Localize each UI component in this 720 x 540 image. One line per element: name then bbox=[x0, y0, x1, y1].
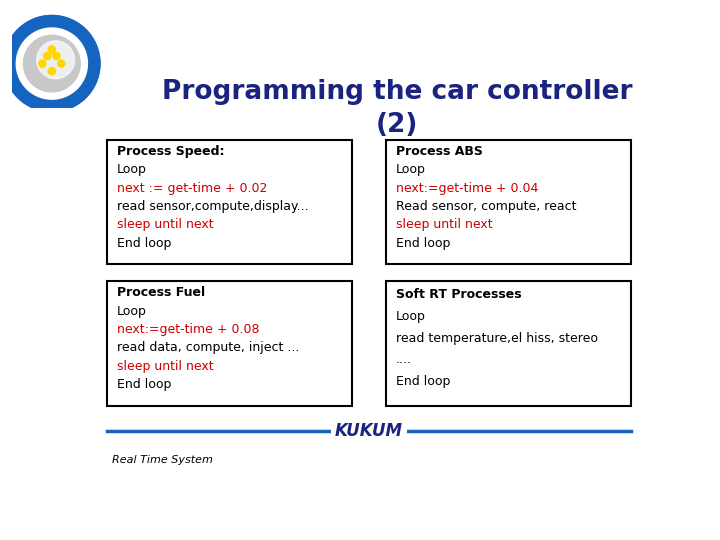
Text: KUKUM: KUKUM bbox=[335, 422, 403, 440]
Circle shape bbox=[48, 46, 55, 53]
Text: Soft RT Processes: Soft RT Processes bbox=[396, 288, 521, 301]
Text: sleep until next: sleep until next bbox=[117, 219, 213, 232]
Text: read data, compute, inject ...: read data, compute, inject ... bbox=[117, 341, 299, 354]
Text: Process Fuel: Process Fuel bbox=[117, 286, 205, 300]
Text: Loop: Loop bbox=[117, 164, 147, 177]
Text: read temperature,el hiss, stereo: read temperature,el hiss, stereo bbox=[396, 332, 598, 345]
FancyBboxPatch shape bbox=[107, 140, 352, 265]
Text: Process ABS: Process ABS bbox=[396, 145, 482, 158]
Circle shape bbox=[43, 52, 50, 59]
Text: End loop: End loop bbox=[117, 237, 171, 250]
FancyBboxPatch shape bbox=[107, 281, 352, 406]
Text: (2): (2) bbox=[376, 112, 418, 138]
Circle shape bbox=[39, 60, 46, 67]
Text: Process Speed:: Process Speed: bbox=[117, 145, 225, 158]
Text: Real Time System: Real Time System bbox=[112, 455, 213, 465]
Circle shape bbox=[58, 60, 65, 67]
FancyBboxPatch shape bbox=[386, 281, 631, 406]
Text: read sensor,compute,display...: read sensor,compute,display... bbox=[117, 200, 308, 213]
Text: ....: .... bbox=[396, 353, 412, 366]
FancyBboxPatch shape bbox=[386, 140, 631, 265]
Circle shape bbox=[24, 35, 80, 92]
Text: next := get-time + 0.02: next := get-time + 0.02 bbox=[117, 182, 267, 195]
Text: Loop: Loop bbox=[396, 164, 426, 177]
Text: next:=get-time + 0.08: next:=get-time + 0.08 bbox=[117, 323, 259, 336]
Text: sleep until next: sleep until next bbox=[396, 219, 492, 232]
Circle shape bbox=[48, 68, 55, 75]
Text: Programming the car controller: Programming the car controller bbox=[162, 79, 632, 105]
Text: End loop: End loop bbox=[117, 378, 171, 391]
Text: Loop: Loop bbox=[396, 310, 426, 323]
Text: sleep until next: sleep until next bbox=[117, 360, 213, 373]
Text: next:=get-time + 0.04: next:=get-time + 0.04 bbox=[396, 182, 538, 195]
Circle shape bbox=[37, 41, 75, 79]
Text: Loop: Loop bbox=[117, 305, 147, 318]
Text: Read sensor, compute, react: Read sensor, compute, react bbox=[396, 200, 576, 213]
Circle shape bbox=[53, 52, 60, 59]
Circle shape bbox=[4, 15, 100, 112]
Text: End loop: End loop bbox=[396, 375, 450, 388]
Text: End loop: End loop bbox=[396, 237, 450, 250]
